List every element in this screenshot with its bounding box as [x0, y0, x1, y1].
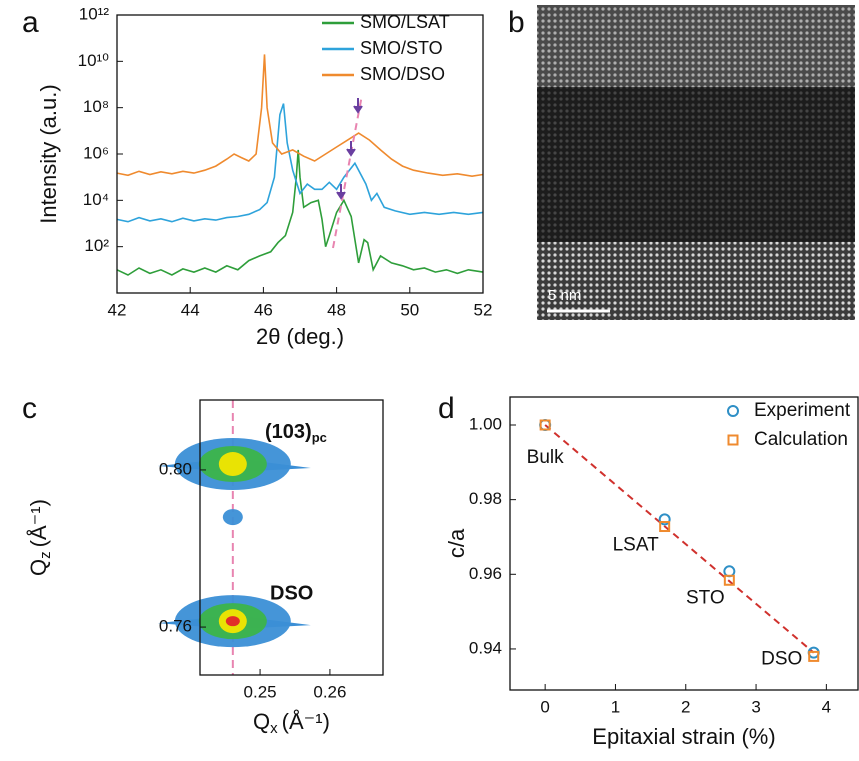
guide-line: [332, 94, 363, 249]
data-point: [723, 574, 735, 586]
x-tick-label: 44: [181, 300, 200, 319]
plot-frame: [509, 396, 859, 691]
data-line: [116, 149, 484, 276]
contour-level: [225, 616, 240, 627]
annotation: (103)pc: [265, 421, 327, 445]
x-tick-label: 48: [327, 300, 346, 319]
point-label: LSAT: [613, 534, 660, 555]
data-line: [116, 54, 484, 178]
y-tick-label: 0.98: [469, 489, 502, 508]
data-point: [659, 521, 671, 533]
label-subscript: z: [37, 551, 54, 559]
stem-dots: [537, 5, 855, 87]
legend-label: SMO/DSO: [360, 64, 445, 84]
y-tick-label: 0.76: [159, 617, 192, 636]
x-tick-label: 0: [540, 697, 549, 716]
legend-label: Calculation: [754, 429, 848, 450]
peak-arrow: [353, 98, 363, 114]
y-tick-label: 10¹²: [79, 4, 110, 23]
legend-marker: [727, 434, 739, 446]
fit-line: [544, 424, 815, 654]
legend-label: Experiment: [754, 400, 851, 421]
panel-label: b: [508, 6, 525, 39]
x-tick-label: 3: [751, 697, 760, 716]
x-axis-label: Epitaxial strain (%): [592, 724, 775, 749]
stem-dots: [537, 242, 855, 320]
y-tick-label: 10⁶: [83, 143, 109, 162]
y-tick-label: 0.94: [469, 638, 502, 657]
contour-peak: [222, 509, 243, 526]
label-unit: (Å⁻¹): [26, 499, 51, 547]
label-unit: (Å⁻¹): [282, 709, 330, 734]
y-axis-label: Qz (Å⁻¹): [26, 499, 54, 576]
panel-label: c: [22, 392, 37, 425]
x-tick-label: 2: [681, 697, 690, 716]
label-main: Q: [26, 559, 51, 576]
data-point: [808, 650, 820, 662]
y-tick-label: 10⁴: [83, 190, 109, 209]
x-axis-label: 2θ (deg.): [256, 324, 344, 349]
legend-marker: [727, 405, 739, 417]
contour-peak: [157, 595, 311, 648]
y-tick-label: 0.80: [159, 459, 192, 478]
x-tick-label: 1: [611, 697, 620, 716]
x-tick-label: 42: [108, 300, 127, 319]
point-label: DSO: [761, 649, 802, 670]
y-tick-label: 10¹⁰: [78, 51, 110, 70]
contour-level: [222, 509, 243, 526]
data-point: [658, 513, 671, 526]
x-tick-label: 0.25: [244, 682, 277, 701]
x-tick-label: 50: [400, 300, 419, 319]
y-axis-label: c/a: [444, 528, 469, 558]
y-axis-label: Intensity (a.u.): [36, 84, 61, 223]
data-point: [539, 419, 551, 431]
peak-arrow: [346, 141, 356, 157]
legend-label: SMO/STO: [360, 38, 443, 58]
data-line: [116, 103, 484, 223]
legend-label: SMO/LSAT: [360, 12, 450, 32]
point-label: STO: [686, 587, 725, 608]
x-tick-label: 4: [822, 697, 831, 716]
y-tick-label: 10²: [84, 236, 109, 255]
x-tick-label: 46: [254, 300, 273, 319]
x-tick-label: 52: [474, 300, 493, 319]
annotation: DSO: [270, 582, 313, 604]
panel-label: d: [438, 392, 455, 425]
y-tick-label: 0.96: [469, 564, 502, 583]
point-label: Bulk: [527, 447, 564, 468]
scale-bar-label: 5 nm: [548, 287, 581, 304]
contour-level: [218, 452, 247, 477]
x-axis-label: Qx (Å⁻¹): [253, 709, 330, 737]
annotation-subscript: pc: [312, 430, 327, 445]
peak-arrow: [336, 184, 346, 200]
contour-peak: [157, 438, 311, 491]
y-tick-label: 10⁸: [83, 97, 109, 116]
y-tick-label: 1.00: [469, 414, 502, 433]
stem-dots: [537, 87, 855, 242]
label-main: Q: [253, 709, 270, 734]
annotation-text: (103): [265, 421, 312, 443]
plot-frame: [199, 399, 384, 676]
label-subscript: x: [270, 720, 278, 737]
x-tick-label: 0.26: [313, 682, 346, 701]
panel-label: a: [22, 6, 39, 39]
